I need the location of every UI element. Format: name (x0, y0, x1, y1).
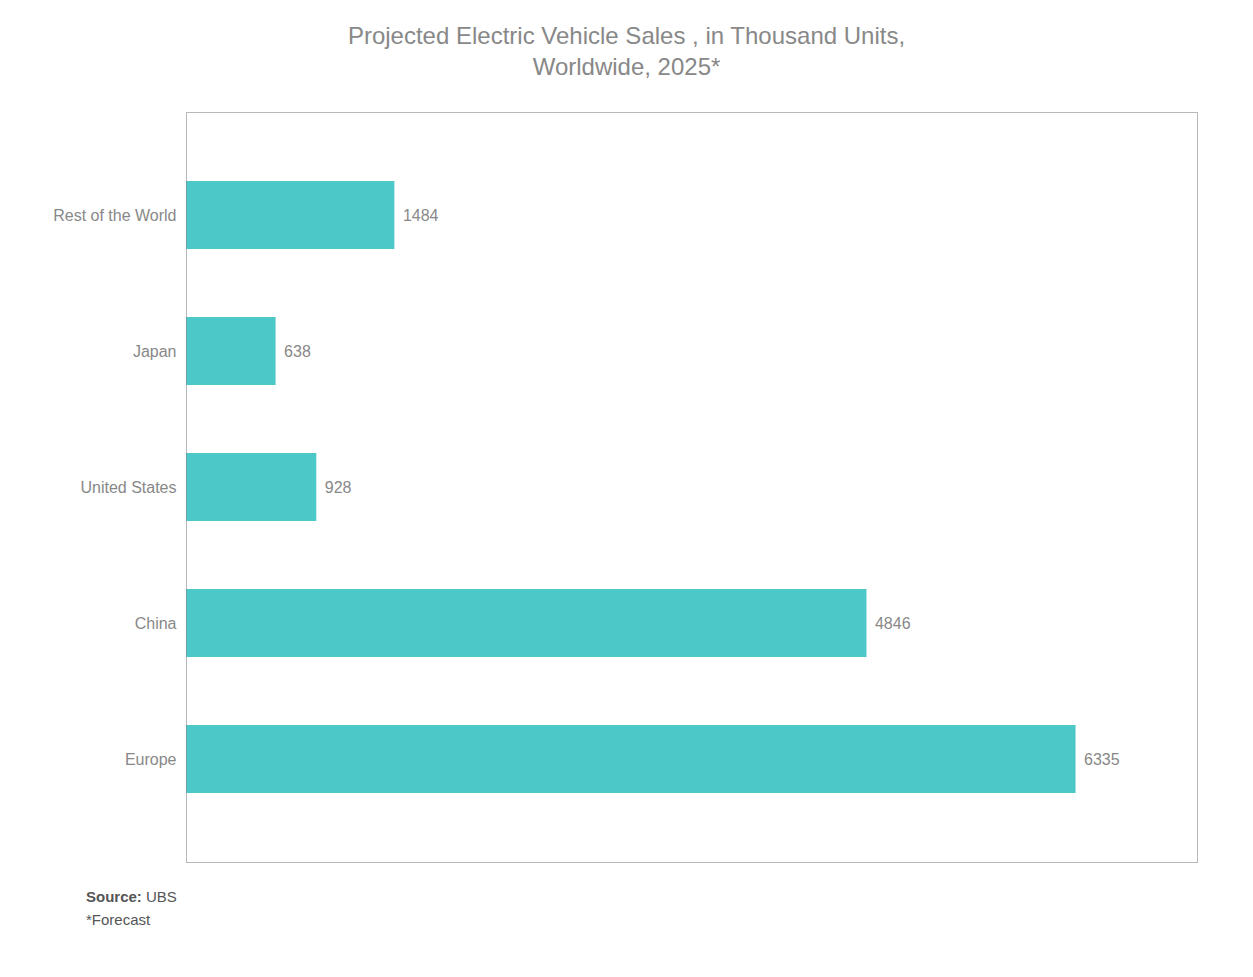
svg-text:1484: 1484 (403, 207, 439, 224)
svg-text:Japan: Japan (133, 343, 177, 360)
svg-text:638: 638 (284, 343, 311, 360)
svg-text:China: China (135, 615, 177, 632)
svg-text:928: 928 (325, 479, 352, 496)
svg-text:Rest of the World: Rest of the World (53, 207, 176, 224)
svg-text:4846: 4846 (875, 615, 911, 632)
svg-text:Europe: Europe (125, 751, 177, 768)
html-text:*Forecast: *Forecast (86, 910, 151, 928)
svg-text:6335: 6335 (1084, 751, 1120, 768)
svg-text:United States: United States (80, 479, 176, 496)
html-text:Projected Electric Vehicle Sal: Projected Electric Vehicle Sales , in Th… (347, 22, 906, 81)
html-text:Source: UBS: Source: UBS (86, 888, 177, 906)
